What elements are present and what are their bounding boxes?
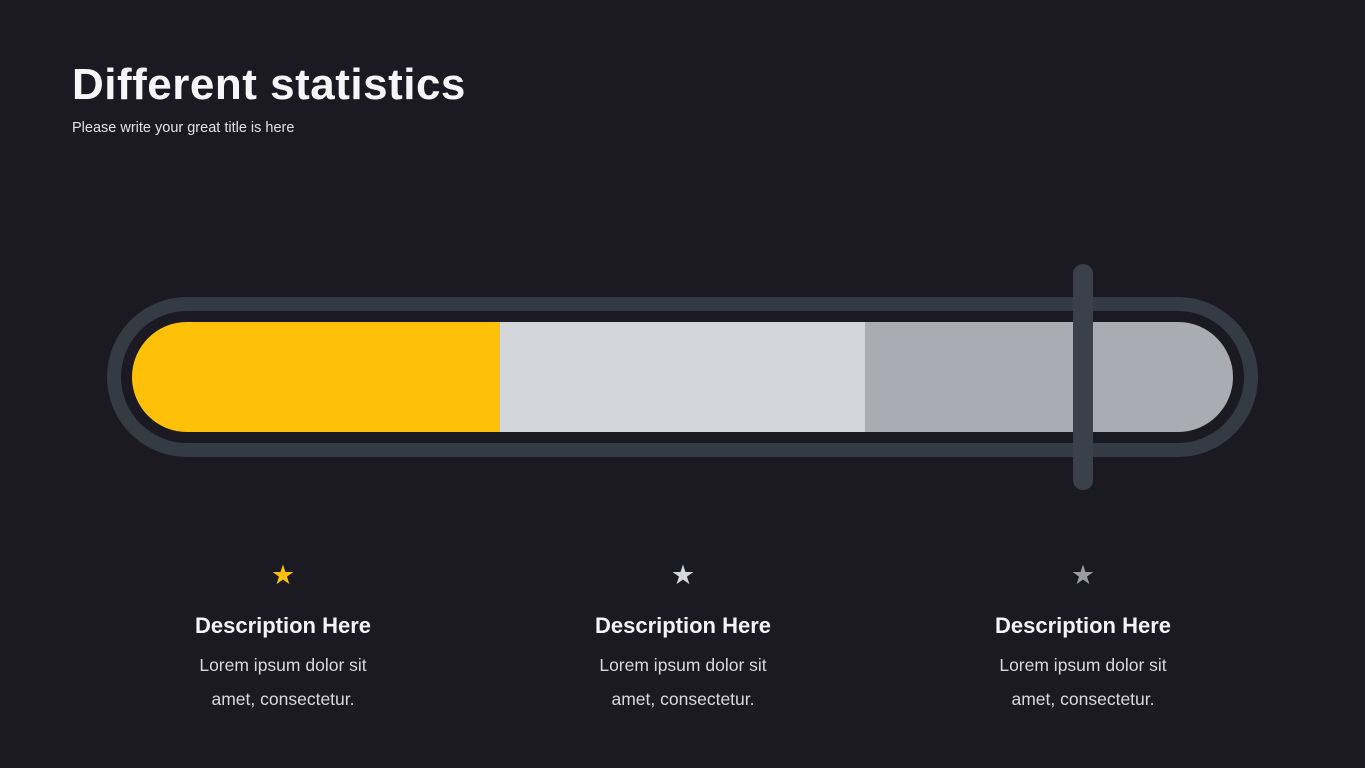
description-column-3: ★ Description Here Lorem ipsum dolor sit… [923, 562, 1243, 716]
column-heading: Description Here [194, 613, 372, 638]
description-column-1: ★ Description Here Lorem ipsum dolor sit… [123, 562, 443, 716]
progress-segment-3 [865, 322, 1233, 432]
progress-segments [132, 322, 1233, 432]
column-heading: Description Here [994, 613, 1172, 638]
star-icon: ★ [1070, 560, 1096, 590]
progress-track [107, 297, 1258, 457]
page-title: Different statistics [72, 60, 466, 109]
slider-handle[interactable] [1073, 264, 1094, 490]
column-body: Lorem ipsum dolor sit amet, consectetur. [599, 655, 767, 710]
star-icon: ★ [670, 560, 696, 590]
description-column-2: ★ Description Here Lorem ipsum dolor sit… [523, 562, 843, 716]
header: Different statistics Please write your g… [72, 60, 466, 136]
column-body: Lorem ipsum dolor sit amet, consectetur. [999, 655, 1167, 710]
page-subtitle: Please write your great title is here [72, 119, 295, 136]
progress-segment-2 [499, 322, 866, 432]
progress-segment-1 [132, 322, 500, 432]
progress-bar [107, 264, 1258, 490]
star-icon: ★ [270, 560, 296, 590]
column-body: Lorem ipsum dolor sit amet, consectetur. [199, 655, 367, 710]
description-columns: ★ Description Here Lorem ipsum dolor sit… [0, 562, 1365, 722]
column-heading: Description Here [594, 613, 772, 638]
